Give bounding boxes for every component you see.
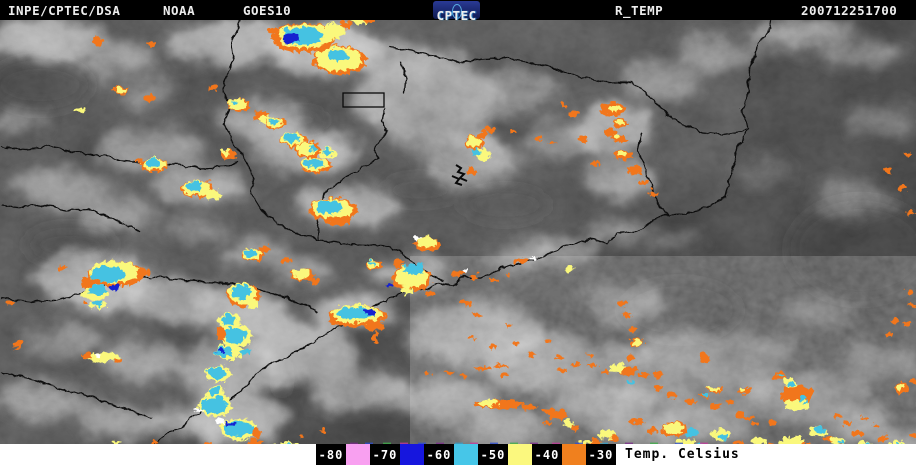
legend-label: -80 (316, 444, 346, 465)
legend-label: -30 (586, 444, 616, 465)
fine-grain-noise (0, 0, 916, 444)
state-border (0, 145, 237, 168)
legend-swatch (400, 444, 424, 465)
temperature-legend: -80 -70 -60 -50 -40 -30 Temp. Celsius (316, 444, 740, 465)
cptec-logo: CPTEC (433, 1, 480, 23)
legend-label: -50 (478, 444, 508, 465)
legend-bar: -80 -70 -60 -50 -40 -30 Temp. Celsius (0, 444, 916, 465)
state-border (387, 45, 749, 134)
map-annotation-box (342, 92, 385, 108)
legend-label: -60 (424, 444, 454, 465)
satellite-ir-image (0, 0, 916, 444)
legend-label: -70 (370, 444, 400, 465)
city-marker (451, 164, 468, 186)
state-border (0, 275, 318, 313)
state-border (0, 370, 152, 418)
legend-unit-label: Temp. Celsius (625, 447, 740, 462)
timestamp-label: 200712251700 (801, 3, 898, 18)
cptec-logo-text: CPTEC (436, 8, 477, 23)
satellite-label: GOES10 (243, 3, 292, 18)
legend-swatch (346, 444, 370, 465)
legend-swatch (508, 444, 532, 465)
agency-label: NOAA (163, 3, 196, 18)
convective-cells-overlay (4, 13, 916, 444)
legend-swatch (562, 444, 586, 465)
cptec-logo-ellipse: CPTEC (436, 4, 476, 23)
institution-label: INPE/CPTEC/DSA (8, 3, 121, 18)
state-border (635, 131, 669, 215)
bottom-edge-artifact (350, 442, 708, 444)
legend-label: -40 (532, 444, 562, 465)
map-boundaries (0, 17, 771, 444)
state-border (0, 203, 139, 232)
state-border (220, 19, 444, 281)
product-label: R_TEMP (615, 3, 664, 18)
header-bar: INPE/CPTEC/DSA NOAA GOES10 CPTEC R_TEMP … (0, 0, 916, 23)
coastline (150, 17, 771, 444)
legend-swatch (454, 444, 478, 465)
